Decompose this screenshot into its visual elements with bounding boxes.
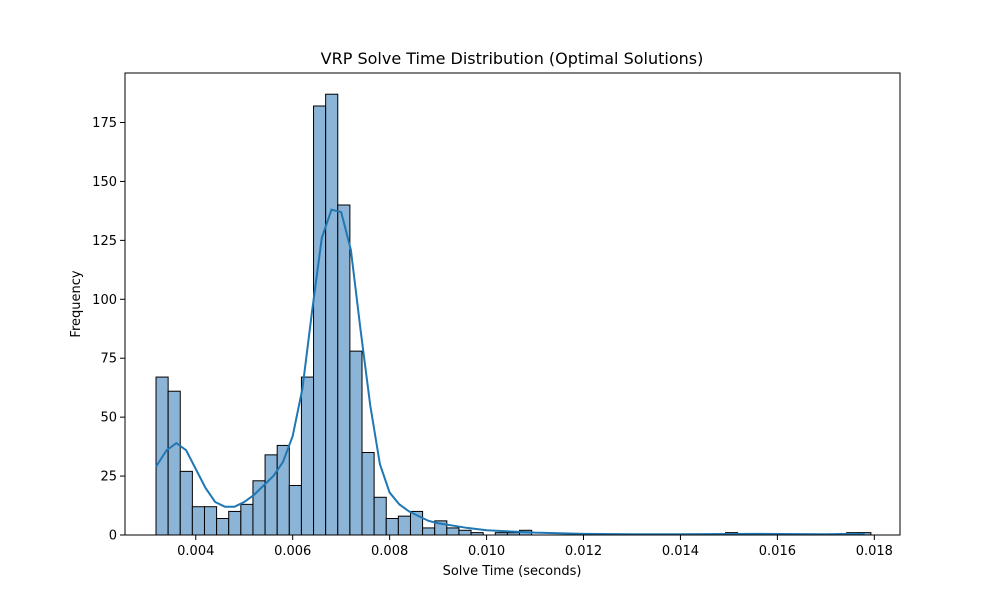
histogram-bars xyxy=(155,93,872,536)
histogram-bar xyxy=(373,496,387,536)
histogram-bar xyxy=(191,506,205,536)
chart-title: VRP Solve Time Distribution (Optimal Sol… xyxy=(321,49,704,68)
y-tick-label: 50 xyxy=(100,411,117,426)
histogram-bar xyxy=(458,529,472,536)
x-tick-label: 0.018 xyxy=(856,544,893,559)
y-tick-label: 75 xyxy=(100,352,117,367)
x-tick-label: 0.006 xyxy=(274,544,311,559)
y-tick-label: 0 xyxy=(109,529,117,544)
histogram-bar xyxy=(203,506,218,536)
histogram-bar xyxy=(228,510,242,536)
y-axis-label: Frequency xyxy=(69,270,84,337)
histogram-bar xyxy=(240,503,254,536)
x-axis-ticks: 0.004 0.006 0.008 0.010 0.012 0.014 0.016 0.018 xyxy=(177,535,893,559)
histogram-bar xyxy=(337,204,351,536)
y-tick-label: 25 xyxy=(100,470,117,485)
histogram-bar xyxy=(300,376,315,536)
histogram-bar xyxy=(446,527,460,536)
histogram-bar xyxy=(313,105,327,536)
y-tick-label: 150 xyxy=(92,175,117,190)
x-tick-label: 0.010 xyxy=(468,544,505,559)
y-tick-label: 125 xyxy=(92,234,117,249)
histogram-bar xyxy=(385,518,399,536)
y-tick-label: 100 xyxy=(92,293,117,308)
x-axis-label: Solve Time (seconds) xyxy=(443,564,582,579)
histogram-bar xyxy=(167,390,181,536)
plot-area-frame xyxy=(124,72,901,536)
histogram-bar xyxy=(361,452,375,536)
y-axis-ticks: 0 25 50 75 100 125 150 175 xyxy=(92,116,125,544)
histogram-bar xyxy=(397,515,411,536)
histogram-bar xyxy=(325,93,339,536)
x-tick-label: 0.014 xyxy=(662,544,699,559)
histogram-bar xyxy=(216,518,230,536)
histogram-bar xyxy=(349,350,363,536)
histogram-bar xyxy=(264,454,278,536)
x-tick-label: 0.004 xyxy=(177,544,214,559)
histogram-bar xyxy=(288,485,302,536)
kde-curve xyxy=(155,208,865,536)
x-tick-label: 0.012 xyxy=(565,544,602,559)
histogram-bar xyxy=(179,470,193,536)
x-tick-label: 0.008 xyxy=(371,544,408,559)
x-tick-label: 0.016 xyxy=(759,544,796,559)
histogram-bar xyxy=(422,527,436,536)
y-tick-label: 175 xyxy=(92,116,117,131)
